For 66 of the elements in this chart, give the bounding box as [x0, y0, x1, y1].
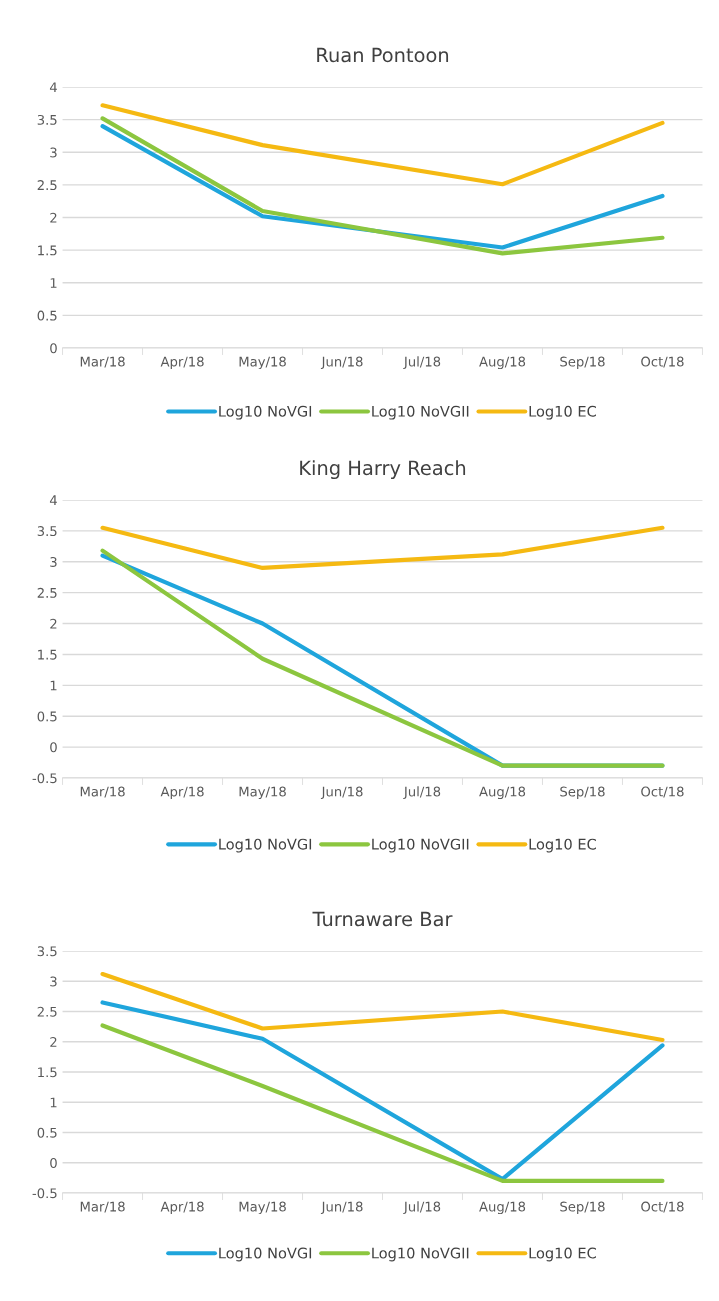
- y-tick-label: 0.5: [37, 711, 57, 722]
- y-tick-label: 3: [50, 556, 57, 567]
- y-tick-label: 2.5: [37, 180, 57, 191]
- y-tick-label: 4: [49, 495, 57, 505]
- x-tick-label: Oct/18: [641, 1201, 684, 1213]
- x-tick-label: Oct/18: [641, 356, 684, 368]
- y-tick-label: 2.5: [37, 587, 57, 598]
- y-tick-label: 0: [50, 343, 57, 354]
- y-tick-label: 1: [50, 680, 57, 691]
- y-tick-label: -0.5: [32, 1188, 57, 1199]
- y-tick-label: 2: [50, 1037, 57, 1047]
- x-tick-label: Mar/18: [80, 356, 125, 368]
- y-tick-label: 0.5: [37, 310, 57, 321]
- y-tick-label: 3: [50, 147, 57, 158]
- y-tick-label: 1.5: [38, 649, 57, 660]
- y-tick-label: -0.5: [32, 773, 57, 784]
- legend-label: Log10 EC: [529, 838, 596, 853]
- y-tick-label: 1: [50, 1097, 57, 1108]
- y-tick-label: 2: [50, 618, 57, 629]
- x-tick-label: Jul/18: [403, 786, 441, 799]
- x-tick-label: May/18: [239, 786, 286, 800]
- x-tick-label: Mar/18: [80, 786, 125, 798]
- legend-label: Log10 NoVGI: [219, 405, 312, 420]
- line-series: [100, 103, 665, 187]
- x-tick-label: Oct/18: [641, 786, 684, 798]
- legend-label: Log10 NoVGI: [219, 838, 312, 853]
- x-tick-label: Sep/18: [560, 1201, 605, 1215]
- legend-label: Log10 NoVGI: [219, 1247, 312, 1262]
- y-tick-label: 1.5: [38, 1067, 57, 1078]
- y-tick-label: 4: [49, 82, 57, 93]
- x-tick-label: May/18: [239, 1201, 286, 1215]
- x-tick-label: Jun/18: [320, 786, 363, 799]
- x-tick-label: Aug/18: [479, 356, 526, 370]
- x-tick-label: Jul/18: [403, 1201, 441, 1215]
- y-tick-label: 2: [50, 212, 57, 223]
- x-tick-label: May/18: [239, 356, 286, 370]
- y-tick-label: 0: [50, 1157, 57, 1168]
- legend-label: Log10 NoVGII: [372, 405, 469, 420]
- y-tick-label: 2.5: [37, 1006, 57, 1017]
- y-tick-label: 0.5: [37, 1127, 57, 1138]
- chart-title: Ruan Pontoon: [317, 47, 449, 63]
- legend-label: Log10 NoVGII: [372, 838, 469, 853]
- y-tick-label: 1.5: [38, 245, 57, 256]
- chart-title: Turnaware Bar: [312, 911, 453, 927]
- x-tick-label: Aug/18: [479, 786, 526, 800]
- x-tick-label: Sep/18: [560, 786, 605, 800]
- x-tick-label: Jun/18: [320, 1201, 363, 1215]
- line-series: [100, 971, 665, 1043]
- y-tick-label: 3: [50, 976, 57, 987]
- legend-label: Log10 NoVGII: [372, 1247, 469, 1262]
- x-tick-label: Apr/18: [160, 786, 204, 800]
- x-tick-label: Sep/18: [560, 356, 605, 370]
- legend-label: Log10 EC: [529, 1247, 596, 1262]
- y-tick-label: 0: [50, 742, 57, 753]
- x-tick-label: Aug/18: [479, 1201, 526, 1215]
- y-tick-label: 3.5: [37, 946, 57, 957]
- y-tick-label: 3.5: [37, 526, 57, 537]
- y-tick-label: 1: [50, 278, 57, 288]
- chart-title: King Harry Reach: [300, 460, 466, 480]
- y-tick-label: 3.5: [37, 114, 57, 125]
- x-tick-label: Mar/18: [80, 1201, 125, 1213]
- legend-label: Log10 EC: [529, 405, 596, 420]
- x-tick-label: Apr/18: [160, 356, 204, 370]
- x-tick-label: Apr/18: [160, 1201, 204, 1215]
- x-tick-label: Jul/18: [403, 356, 441, 370]
- x-tick-label: Jun/18: [320, 356, 363, 370]
